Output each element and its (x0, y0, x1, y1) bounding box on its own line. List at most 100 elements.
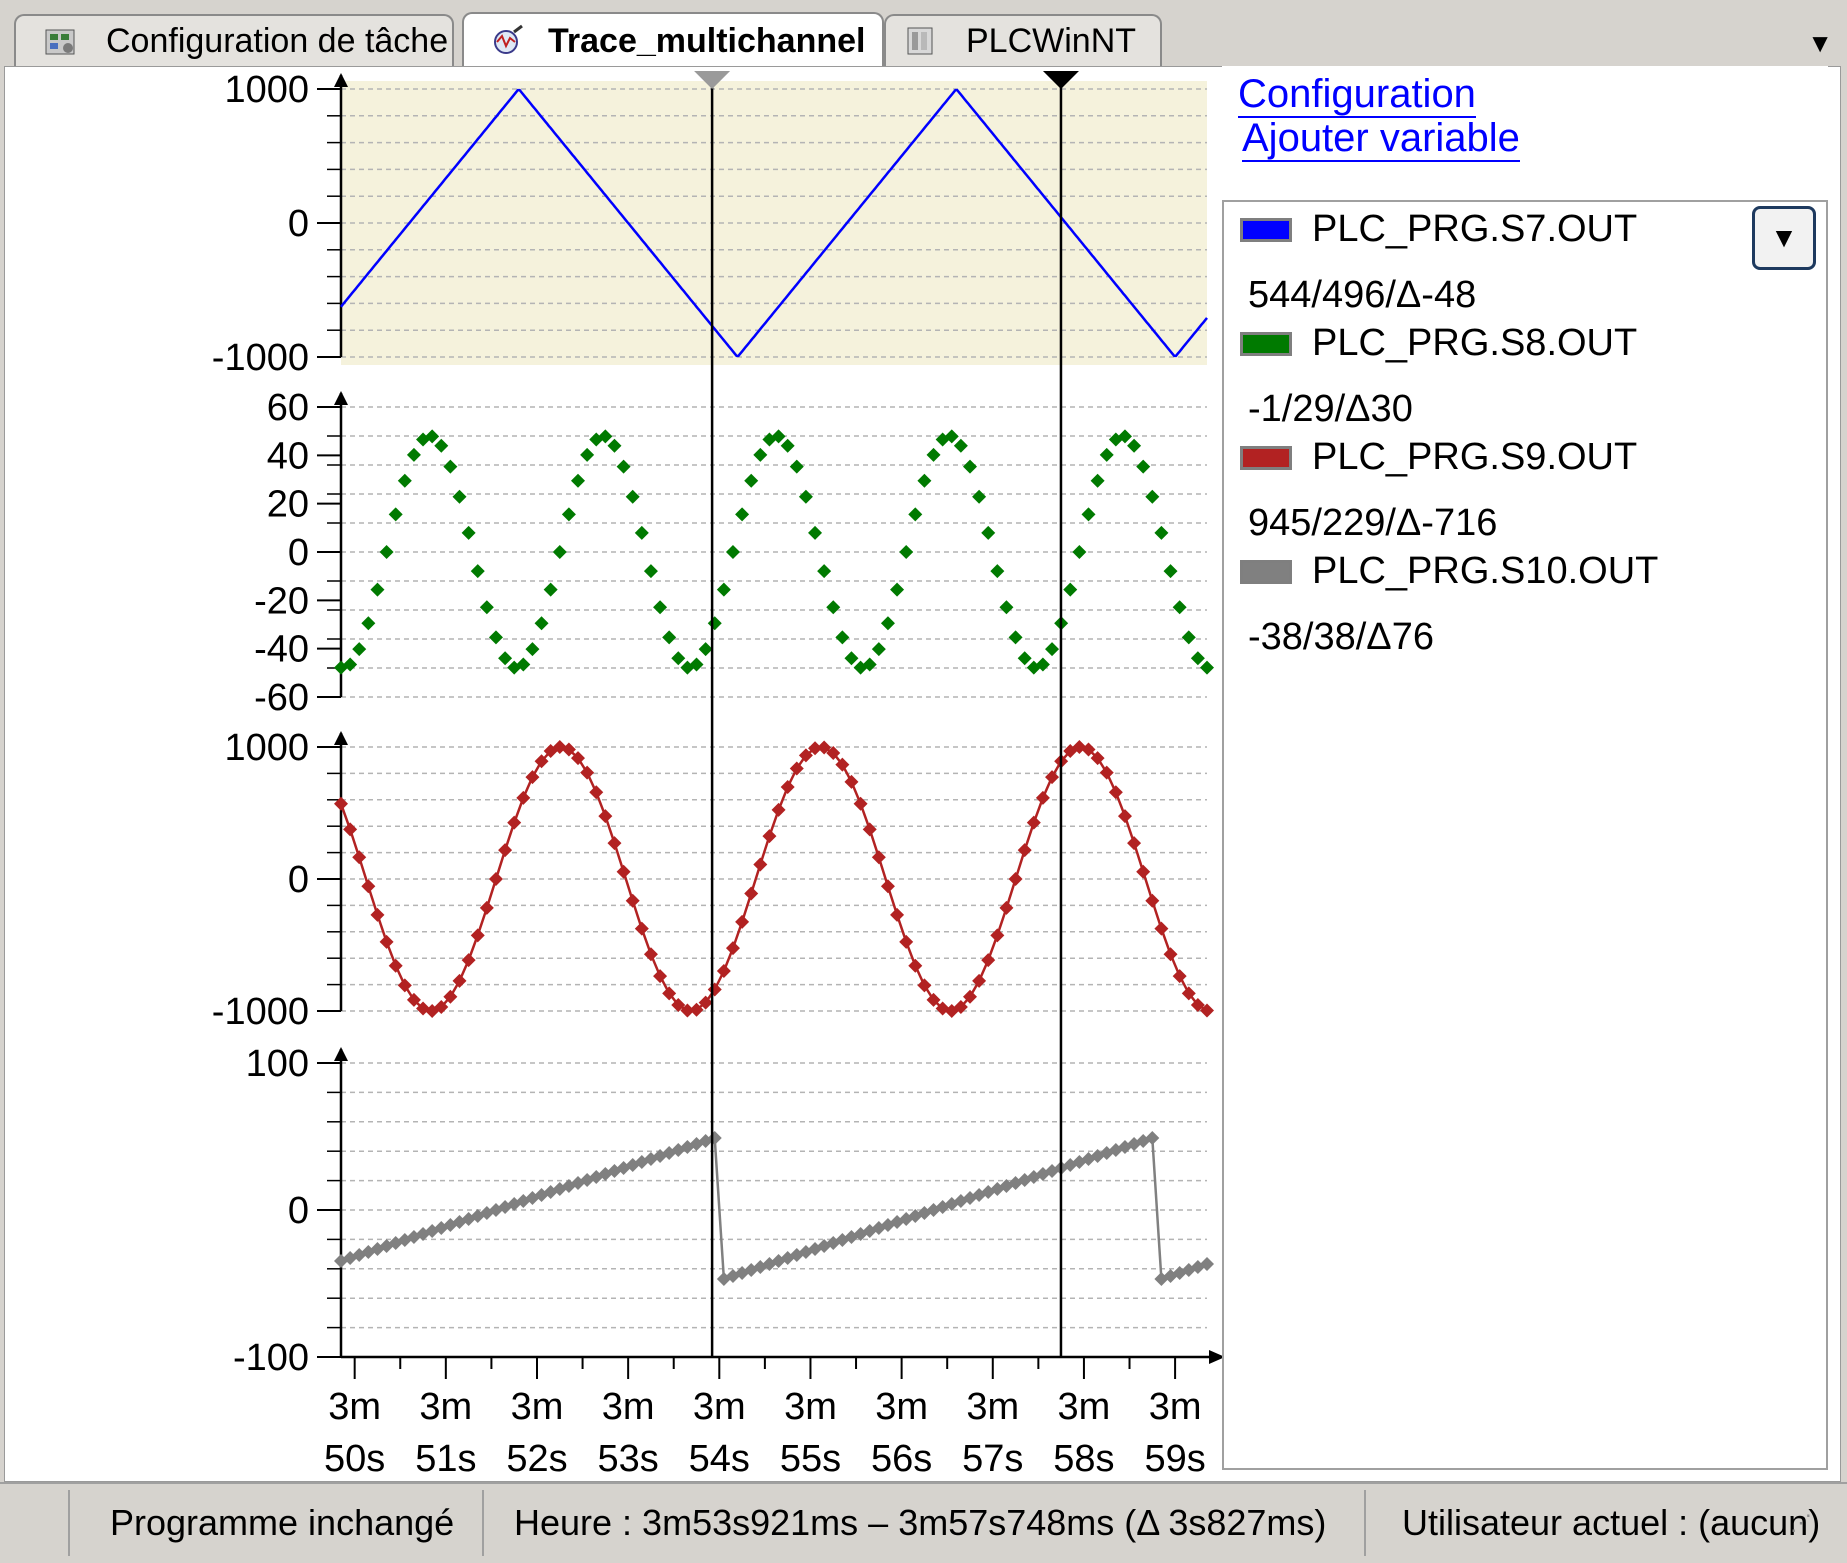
data-point (589, 785, 604, 800)
data-point (561, 742, 576, 757)
variable-values: 544/496/Δ-48 (1248, 274, 1477, 316)
x-tick-label: 3m (875, 1386, 928, 1428)
data-point (534, 616, 549, 631)
data-point (735, 507, 750, 522)
color-swatch (1240, 331, 1292, 356)
x-tick-label: 3m (1058, 1386, 1111, 1428)
legend-item-s7[interactable]: PLC_PRG.S7.OUT (1240, 208, 1637, 251)
y-tick-label: 0 (288, 1190, 309, 1232)
variable-name: PLC_PRG.S7.OUT (1312, 208, 1638, 250)
data-point (625, 893, 640, 908)
data-point (962, 989, 977, 1004)
data-point (716, 964, 731, 979)
data-point (379, 934, 394, 949)
data-point (498, 1200, 513, 1215)
data-point (634, 525, 649, 540)
resize-grip-icon[interactable]: ⋰ (1790, 1510, 1812, 1535)
data-point (953, 438, 968, 453)
data-point (1117, 429, 1132, 444)
data-point (534, 754, 549, 769)
tab-label: PLCWinNT (966, 21, 1137, 60)
data-point (452, 973, 467, 988)
time-status: Heure : 3m53s921ms – 3m57s748ms (Δ 3s827… (514, 1502, 1327, 1543)
data-point (698, 642, 713, 657)
data-point (507, 815, 522, 830)
legend-item-s8[interactable]: PLC_PRG.S8.OUT (1240, 322, 1637, 365)
x-tick-label: 3m (328, 1386, 381, 1428)
y-tick-label: -1000 (212, 337, 309, 379)
data-point (725, 941, 740, 956)
variable-name: PLC_PRG.S10.OUT (1312, 550, 1659, 592)
data-point (707, 616, 722, 631)
x-tick-label: 51s (415, 1438, 476, 1480)
y-tick-label: -100 (233, 1337, 309, 1379)
data-point (425, 429, 440, 444)
data-point (871, 642, 886, 657)
data-point (981, 525, 996, 540)
legend-item-s9[interactable]: PLC_PRG.S9.OUT (1240, 436, 1637, 479)
data-point (1045, 770, 1060, 785)
data-point (789, 459, 804, 474)
y-tick-label: -20 (254, 580, 309, 622)
x-tick-label: 52s (506, 1438, 567, 1480)
chevron-down-icon: ▼ (1770, 222, 1798, 253)
cursor-handle (694, 71, 731, 89)
status-separator (68, 1490, 70, 1556)
data-point (689, 1002, 704, 1017)
data-point (1181, 630, 1196, 645)
configuration-link[interactable]: Configuration (1238, 72, 1476, 118)
data-point (397, 978, 412, 993)
legend-dropdown-button[interactable]: ▼ (1752, 206, 1816, 270)
data-point (397, 473, 412, 488)
data-point (1008, 630, 1023, 645)
data-point (479, 600, 494, 615)
data-point (1090, 473, 1105, 488)
data-point (908, 507, 923, 522)
data-point (616, 864, 631, 879)
data-point (853, 796, 868, 811)
variable-values: 945/229/Δ-716 (1248, 502, 1498, 544)
data-point (598, 809, 613, 824)
data-point (1017, 843, 1032, 858)
legend-item-s10[interactable]: PLC_PRG.S10.OUT (1240, 550, 1658, 593)
data-point (789, 761, 804, 776)
data-point (607, 438, 622, 453)
y-tick-label: 40 (267, 435, 309, 477)
trace-chart[interactable]: 10000-10006040200-20-40-6010000-10001000… (5, 67, 1223, 1481)
data-point (498, 843, 513, 858)
y-tick-label: -40 (254, 629, 309, 671)
tab-configuration-tache[interactable]: Configuration de tâche (14, 14, 454, 66)
data-point (962, 459, 977, 474)
y-axis-arrow (334, 731, 348, 745)
tab-label: Trace_multichannel (548, 21, 866, 60)
tab-plcwinnt[interactable]: PLCWinNT (884, 14, 1162, 66)
data-point (1108, 785, 1123, 800)
y-tick-label: 0 (288, 203, 309, 245)
add-variable-link[interactable]: Ajouter variable (1242, 116, 1520, 162)
data-point (753, 447, 768, 462)
variable-legend: ▼ PLC_PRG.S7.OUT 544/496/Δ-48 PLC_PRG.S8… (1222, 200, 1828, 1470)
data-point (1081, 742, 1096, 757)
data-point (470, 564, 485, 579)
data-point (990, 564, 1005, 579)
tab-trace-multichannel[interactable]: Trace_multichannel ✕ (462, 12, 939, 68)
data-point (890, 582, 905, 597)
data-point (1127, 836, 1142, 851)
x-tick-label: 54s (689, 1438, 750, 1480)
data-point (999, 600, 1014, 615)
data-point (643, 564, 658, 579)
data-point (498, 651, 513, 666)
data-point (516, 657, 531, 672)
data-point (744, 886, 759, 901)
tab-list-dropdown-icon[interactable]: ▼ (1807, 28, 1833, 58)
data-point (1072, 545, 1087, 559)
data-point (598, 429, 613, 444)
tab-bar: Configuration de tâche Trace_multichanne… (0, 0, 1847, 68)
data-point (1127, 438, 1142, 453)
data-point (844, 774, 859, 789)
data-point (334, 796, 348, 811)
data-point (1035, 790, 1050, 805)
color-swatch (1240, 559, 1292, 584)
y-tick-label: 20 (267, 484, 309, 526)
data-point (443, 989, 458, 1004)
